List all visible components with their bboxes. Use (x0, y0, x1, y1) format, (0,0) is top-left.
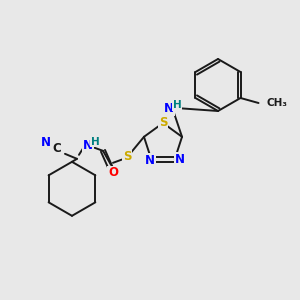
Text: H: H (172, 100, 182, 110)
Text: N: N (175, 153, 185, 166)
Text: S: S (159, 116, 167, 128)
Text: C: C (52, 142, 62, 155)
Text: CH₃: CH₃ (266, 98, 287, 108)
Text: N: N (83, 139, 93, 152)
Text: N: N (41, 136, 51, 149)
Text: S: S (123, 150, 131, 163)
Text: N: N (164, 103, 174, 116)
Text: N: N (145, 154, 155, 167)
Text: O: O (108, 166, 118, 179)
Text: H: H (91, 137, 99, 147)
